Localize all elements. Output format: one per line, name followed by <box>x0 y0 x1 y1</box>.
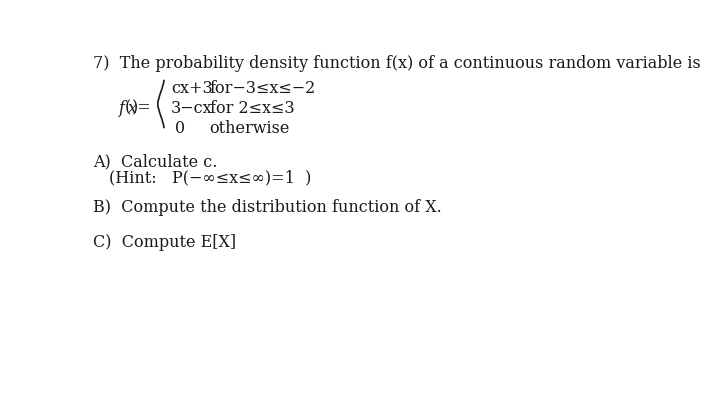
Text: for−3≤x≤−2: for−3≤x≤−2 <box>210 80 316 97</box>
Text: A)  Calculate c.: A) Calculate c. <box>94 154 218 171</box>
Text: cx+3: cx+3 <box>171 80 213 97</box>
Text: (Hint:   P(−∞≤x≤∞)=1  ): (Hint: P(−∞≤x≤∞)=1 ) <box>109 169 311 186</box>
Text: )=: )= <box>132 100 152 117</box>
Text: x: x <box>127 100 137 117</box>
Text: 3−cx: 3−cx <box>171 100 213 117</box>
Text: (: ( <box>125 100 131 117</box>
Text: for 2≤x≤3: for 2≤x≤3 <box>210 100 294 117</box>
Text: B)  Compute the distribution function of X.: B) Compute the distribution function of … <box>94 199 442 216</box>
Text: 0: 0 <box>175 120 185 137</box>
Text: otherwise: otherwise <box>210 120 290 137</box>
Text: f: f <box>119 100 125 117</box>
Text: C)  Compute E[X]: C) Compute E[X] <box>94 234 237 251</box>
Text: 7)  The probability density function f(x) of a continuous random variable is giv: 7) The probability density function f(x)… <box>94 55 704 72</box>
